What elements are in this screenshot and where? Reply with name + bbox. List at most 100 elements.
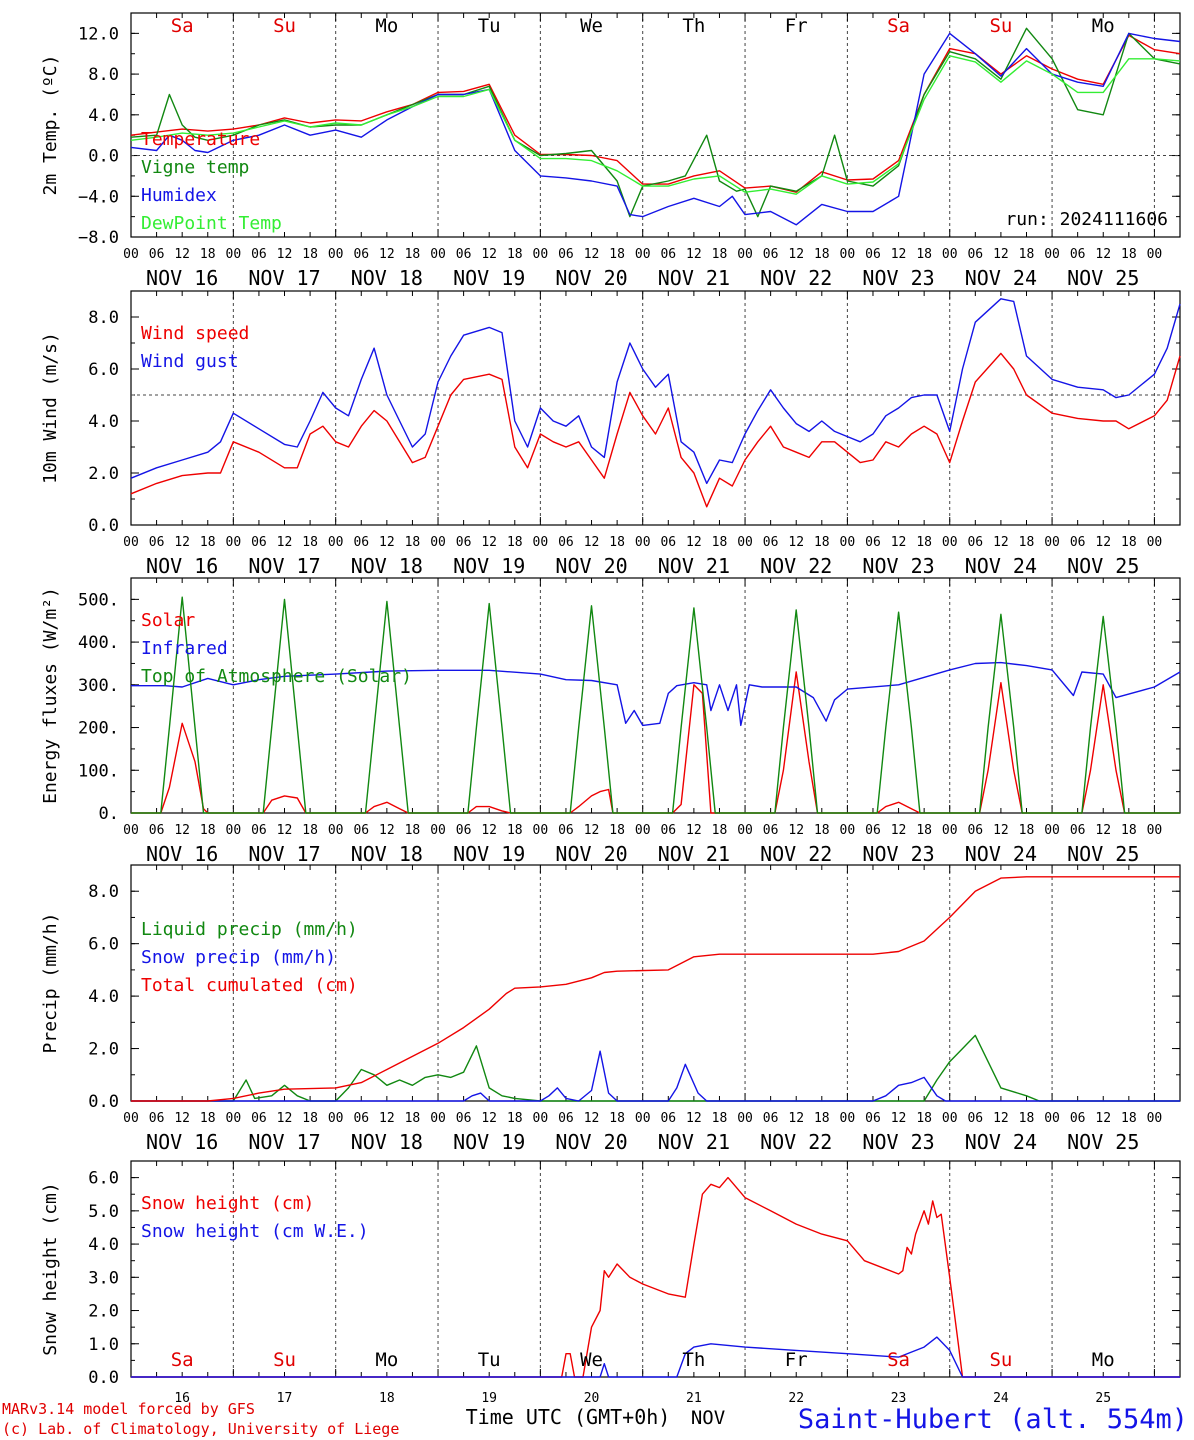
hour-tick-label: 18 [916, 535, 932, 550]
date-label: NOV 17 [248, 1130, 320, 1154]
credit-line-1: MARv3.14 model forced by GFS [2, 1400, 255, 1418]
hour-tick-label: 12 [481, 535, 497, 550]
weekday-label: Th [682, 15, 705, 37]
date-label: NOV 20 [555, 554, 627, 578]
y-tick-label: 2.0 [88, 1040, 119, 1060]
series-line-temp-2 [130, 32, 1181, 226]
hour-tick-label: 00 [123, 535, 139, 550]
hour-tick-label: 12 [891, 535, 907, 550]
hour-tick-label: 12 [584, 1111, 600, 1126]
hour-tick-label: 06 [660, 535, 676, 550]
hour-tick-label: 12 [584, 247, 600, 262]
hour-tick-label: 06 [1070, 535, 1086, 550]
hour-tick-label: 00 [737, 1111, 753, 1126]
y-tick-label: 4.0 [88, 106, 119, 126]
y-tick-label: 0.0 [88, 516, 119, 536]
weekday-label: Mo [1092, 1349, 1115, 1371]
series-line-energy-0 [131, 671, 1180, 814]
hour-tick-label: 18 [200, 823, 216, 838]
hour-tick-label: 18 [405, 535, 421, 550]
hour-tick-label: 12 [277, 1111, 293, 1126]
hour-tick-label: 00 [840, 535, 856, 550]
hour-tick-label: 00 [1147, 1111, 1163, 1126]
date-label: NOV 16 [146, 266, 218, 290]
hour-tick-label: 00 [430, 247, 446, 262]
date-label: NOV 18 [351, 554, 423, 578]
date-label: NOV 18 [351, 266, 423, 290]
weekday-label: Sa [171, 15, 194, 37]
weekday-label: Su [273, 1349, 296, 1371]
hour-tick-label: 06 [149, 1111, 165, 1126]
date-label: NOV 17 [248, 554, 320, 578]
hour-tick-label: 12 [174, 823, 190, 838]
hour-tick-label: 06 [558, 247, 574, 262]
weekday-label: Mo [375, 1349, 398, 1371]
weekday-label: Fr [785, 15, 808, 37]
hour-tick-label: 18 [405, 247, 421, 262]
day-number: 19 [481, 1391, 497, 1406]
hour-tick-label: 18 [712, 1111, 728, 1126]
date-label: NOV 23 [862, 266, 934, 290]
hour-tick-label: 06 [763, 247, 779, 262]
credit-line-2: (c) Lab. of Climatology, University of L… [2, 1420, 399, 1438]
hour-tick-label: 00 [328, 535, 344, 550]
hour-tick-label: 06 [456, 535, 472, 550]
hour-tick-label: 18 [814, 823, 830, 838]
hour-tick-label: 12 [993, 535, 1009, 550]
weekday-label: We [580, 1349, 603, 1371]
hour-tick-label: 00 [328, 823, 344, 838]
hour-tick-label: 18 [200, 247, 216, 262]
hour-tick-label: 00 [635, 247, 651, 262]
hour-tick-label: 12 [686, 535, 702, 550]
hour-tick-label: 18 [916, 823, 932, 838]
hour-tick-label: 00 [840, 823, 856, 838]
legend-entry: Snow height (cm W.E.) [141, 1221, 369, 1242]
day-number: 18 [379, 1391, 395, 1406]
hour-tick-label: 12 [174, 1111, 190, 1126]
hour-tick-label: 00 [226, 535, 242, 550]
y-tick-label: 0.0 [88, 1092, 119, 1112]
series-line-energy-1 [131, 661, 1181, 727]
hour-tick-label: 18 [916, 1111, 932, 1126]
date-label: NOV 21 [658, 842, 730, 866]
y-tick-label: 100. [78, 761, 119, 781]
weekday-label: Sa [887, 1349, 910, 1371]
y-tick-label: 3.0 [88, 1268, 119, 1288]
y-tick-label: 400. [78, 633, 119, 653]
hour-tick-label: 12 [788, 1111, 804, 1126]
hour-tick-label: 18 [302, 247, 318, 262]
series-line-precip-1 [131, 1050, 1180, 1102]
hour-tick-label: 18 [609, 247, 625, 262]
hour-tick-label: 06 [353, 823, 369, 838]
hour-tick-label: 00 [430, 823, 446, 838]
legend-entry: Vigne temp [141, 157, 249, 178]
hour-tick-label: 00 [1044, 535, 1060, 550]
hour-tick-label: 12 [174, 247, 190, 262]
date-label: NOV 25 [1067, 1130, 1139, 1154]
hour-tick-label: 18 [200, 1111, 216, 1126]
date-label: NOV 20 [555, 266, 627, 290]
series-line-precip-0 [131, 1034, 1180, 1102]
y-tick-label: 500. [78, 590, 119, 610]
date-label: NOV 16 [146, 842, 218, 866]
weekday-label: Mo [375, 15, 398, 37]
legend-entry: DewPoint Temp [141, 213, 282, 234]
y-tick-label: 6.0 [88, 935, 119, 955]
y-tick-label: 2.0 [88, 1302, 119, 1322]
hour-tick-label: 00 [942, 1111, 958, 1126]
weekday-label: Tu [478, 1349, 501, 1371]
y-axis-title: Snow height (cm) [40, 1182, 61, 1355]
hour-tick-label: 00 [942, 247, 958, 262]
hour-tick-label: 06 [558, 823, 574, 838]
hour-tick-label: 18 [712, 823, 728, 838]
hour-tick-label: 06 [558, 535, 574, 550]
hour-tick-label: 00 [737, 247, 753, 262]
hour-tick-label: 18 [814, 1111, 830, 1126]
y-axis-title: 10m Wind (m/s) [40, 332, 61, 484]
day-number: 24 [993, 1391, 1009, 1406]
hour-tick-label: 18 [302, 1111, 318, 1126]
date-label: NOV 24 [965, 842, 1037, 866]
hour-tick-label: 12 [1095, 1111, 1111, 1126]
y-tick-label: 4.0 [88, 1235, 119, 1255]
weekday-label: Su [273, 15, 296, 37]
